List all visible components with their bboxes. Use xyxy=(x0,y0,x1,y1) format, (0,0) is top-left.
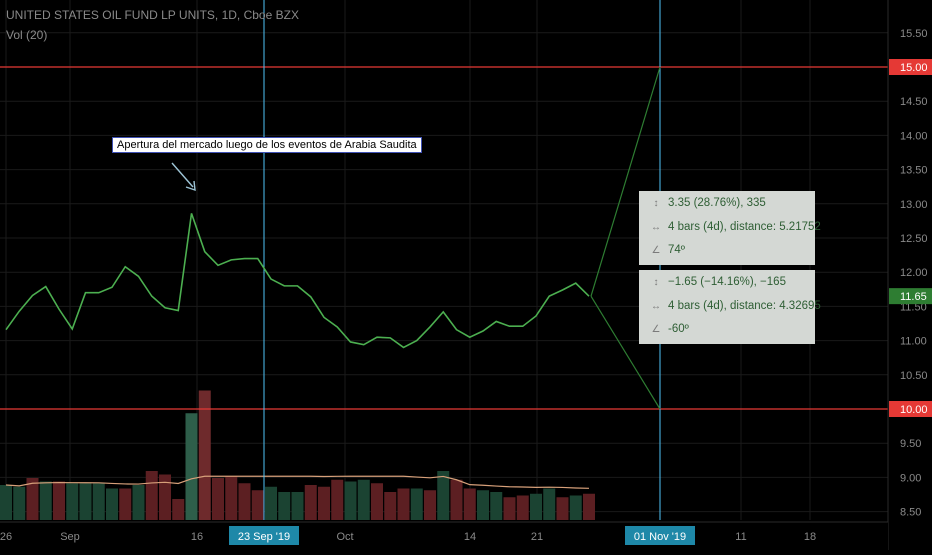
volume-bar xyxy=(557,497,569,520)
bars-range-icon: ↔ xyxy=(648,222,664,233)
arrow-head xyxy=(186,181,195,190)
measure-up-bars: 4 bars (4d), distance: 5.21752 xyxy=(668,221,821,233)
volume-bar xyxy=(265,487,277,520)
volume-bar xyxy=(358,480,370,520)
volume-bars xyxy=(0,391,595,521)
price-line xyxy=(6,213,589,347)
price-tick-label: 9.00 xyxy=(900,472,921,484)
volume-bar xyxy=(477,490,489,520)
volume-bar xyxy=(437,471,449,520)
volume-bar xyxy=(318,487,330,520)
price-tick-label: 13.50 xyxy=(900,165,928,177)
time-tick-label: 21 xyxy=(531,531,543,543)
price-range-icon: ↕ xyxy=(648,198,664,209)
volume-bar xyxy=(371,483,383,520)
volume-bar xyxy=(292,492,304,520)
volume-indicator-label[interactable]: Vol (20) xyxy=(6,28,47,42)
volume-bar xyxy=(133,485,145,520)
price-tick-label: 14.50 xyxy=(900,96,928,108)
time-axis: 26 Sep 16 23 Sep '19 Oct 14 21 01 Nov '19 11 18 xyxy=(0,522,888,550)
volume-bar xyxy=(543,489,555,521)
volume-bar xyxy=(119,489,131,521)
volume-bar xyxy=(252,490,264,520)
volume-bar xyxy=(451,480,463,520)
price-tick-label: 12.00 xyxy=(900,267,928,279)
volume-bar xyxy=(331,480,343,520)
volume-bar xyxy=(106,489,118,521)
time-tick-label: 11 xyxy=(735,531,746,543)
volume-bar xyxy=(411,489,423,521)
volume-bar xyxy=(225,476,237,520)
volume-bar xyxy=(13,487,25,520)
volume-bar xyxy=(66,483,78,520)
price-series xyxy=(6,213,589,347)
price-axis: 8.509.009.5010.5011.0011.5012.0012.5013.… xyxy=(888,0,932,550)
time-tick-label: 26 xyxy=(0,531,12,543)
volume-bar xyxy=(93,483,105,520)
level-badge-label: 15.00 xyxy=(900,62,928,74)
time-tick-label: 18 xyxy=(804,531,816,543)
measure-down-bars: 4 bars (4d), distance: 4.32695 xyxy=(668,300,821,312)
price-tick-label: 13.00 xyxy=(900,199,928,211)
price-tick-label: 14.00 xyxy=(900,130,928,142)
angle-icon: ∠ xyxy=(648,245,664,256)
volume-bar xyxy=(239,483,251,520)
time-tick-label: 16 xyxy=(191,531,203,543)
measure-up-angle: 74º xyxy=(668,244,685,256)
volume-bar xyxy=(530,494,542,520)
last-price-label: 11.65 xyxy=(900,291,927,303)
volume-bar xyxy=(424,490,436,520)
price-tick-label: 12.50 xyxy=(900,233,928,245)
time-axis-bg xyxy=(0,522,888,550)
measure-box-down[interactable]: ↕−1.65 (−14.16%), −165 ↔4 bars (4d), dis… xyxy=(639,270,815,344)
volume-bar xyxy=(398,489,410,521)
volume-bar xyxy=(212,478,224,520)
vertical-markers[interactable] xyxy=(264,0,660,520)
volume-bar xyxy=(384,492,396,520)
volume-bar xyxy=(517,496,529,521)
annotation-arrow xyxy=(172,163,195,190)
time-tick-label: 01 Nov '19 xyxy=(634,531,686,543)
price-tick-label: 10.50 xyxy=(900,370,928,382)
volume-bar xyxy=(53,482,65,521)
volume-bar xyxy=(583,494,595,520)
volume-bar xyxy=(172,499,184,520)
time-tick-label: Sep xyxy=(60,531,80,543)
volume-bar xyxy=(40,482,52,521)
price-tick-label: 11.00 xyxy=(900,336,927,348)
measure-down-angle: -60º xyxy=(668,323,689,335)
volume-bar xyxy=(278,492,290,520)
volume-bar xyxy=(80,483,92,520)
volume-bar xyxy=(345,482,357,521)
volume-bar xyxy=(570,496,582,521)
arrow-shaft xyxy=(172,163,193,187)
volume-bar xyxy=(0,485,12,520)
time-tick-label: 14 xyxy=(464,531,476,543)
measure-box-up[interactable]: ↕3.35 (28.76%), 335 ↔4 bars (4d), distan… xyxy=(639,191,815,265)
measure-up-price: 3.35 (28.76%), 335 xyxy=(668,197,766,209)
price-range-icon: ↕ xyxy=(648,277,664,288)
bars-range-icon: ↔ xyxy=(648,301,664,312)
volume-bar xyxy=(464,489,476,521)
volume-bar xyxy=(490,492,502,520)
volume-bar xyxy=(186,413,198,520)
price-tick-label: 15.50 xyxy=(900,28,928,40)
angle-icon: ∠ xyxy=(648,324,664,335)
volume-bar xyxy=(305,485,317,520)
annotation-label[interactable]: Apertura del mercado luego de los evento… xyxy=(112,137,422,153)
volume-bar xyxy=(504,497,516,520)
volume-bar xyxy=(146,471,158,520)
volume-bar xyxy=(199,391,211,521)
level-badge-label: 10.00 xyxy=(900,404,928,416)
time-tick-label: 23 Sep '19 xyxy=(238,531,290,543)
price-tick-label: 8.50 xyxy=(900,507,921,519)
price-tick-label: 9.50 xyxy=(900,438,921,450)
symbol-title: UNITED STATES OIL FUND LP UNITS, 1D, Cbo… xyxy=(6,8,299,22)
measure-down-price: −1.65 (−14.16%), −165 xyxy=(668,276,786,288)
volume-bar xyxy=(159,475,171,521)
time-tick-label: Oct xyxy=(336,531,353,543)
